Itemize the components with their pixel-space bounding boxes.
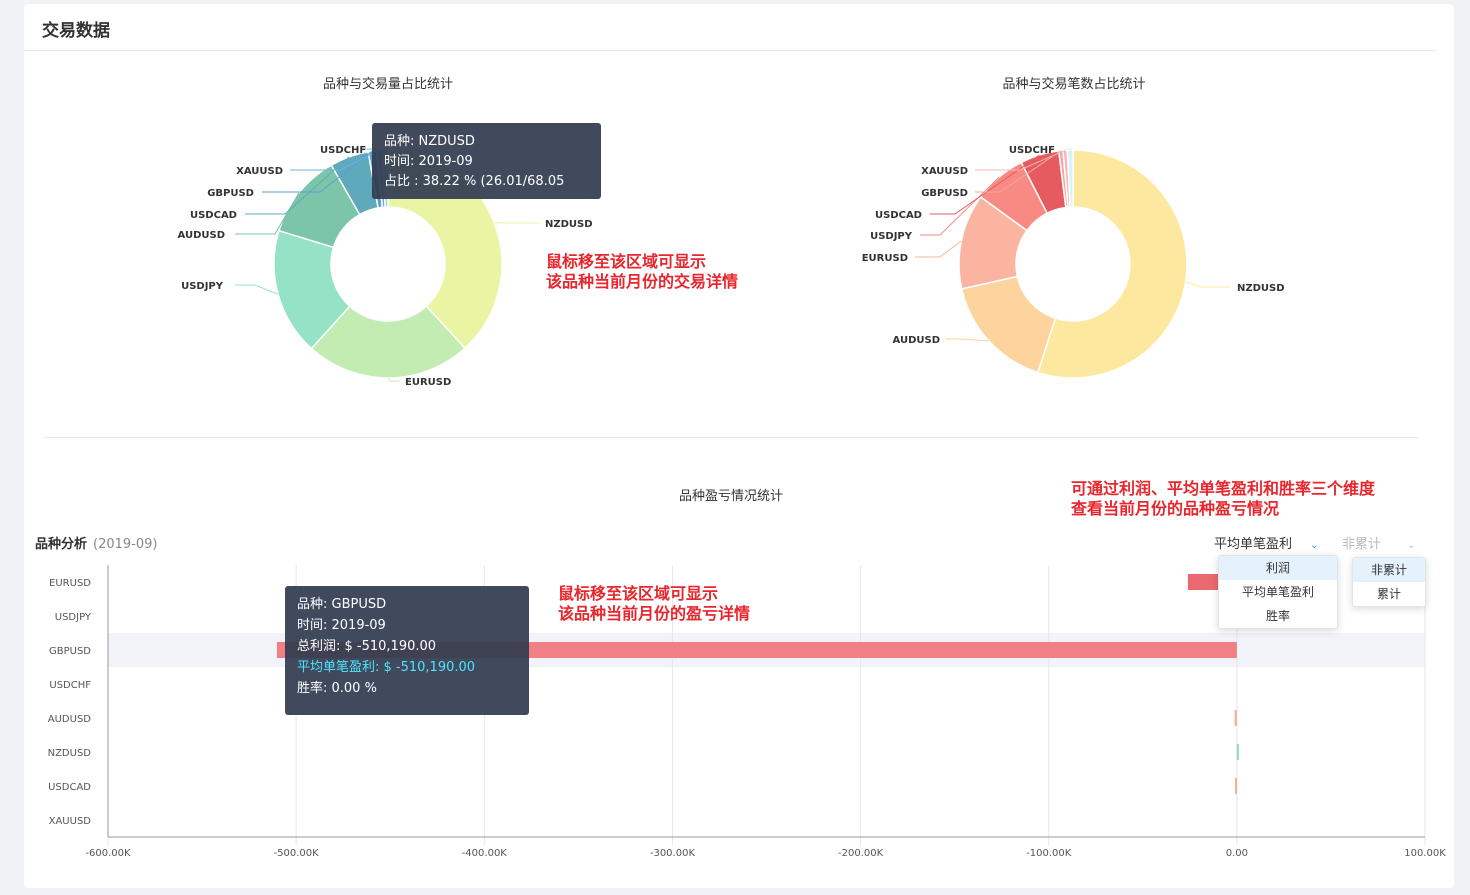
y-tick-label-nzdusd: NZDUSD	[48, 748, 92, 759]
analysis-title: 品种分析	[35, 537, 88, 552]
label-line-usdcad	[930, 154, 1040, 215]
dimension-annotation: 可通过利润、平均单笔盈利和胜率三个维度 查看当前月份的品种盈亏情况	[1071, 479, 1375, 519]
x-tick-label: 0.00	[1226, 848, 1248, 859]
label-line-gbpusd	[975, 150, 1062, 193]
label-line-gbpusd	[262, 150, 373, 193]
trade-data-panel: 交易数据	[24, 4, 1454, 888]
panel-title: 交易数据	[42, 21, 110, 41]
x-tick-label: -500.00K	[274, 848, 320, 859]
label-eurusd: EURUSD	[405, 377, 451, 388]
label-xauusd: XAUUSD	[236, 166, 283, 177]
x-tick-label: -600.00K	[85, 848, 131, 859]
cumulative-option-cumulative[interactable]: 累计	[1376, 587, 1401, 601]
x-tick-label: -200.00K	[838, 848, 884, 859]
bar-tooltip-time: 时间: 2019-09	[297, 618, 386, 633]
volume-pie-tooltip: 品种: NZDUSD 时间: 2019-09 占比 : 38.22 % (26.…	[372, 123, 601, 199]
bar-tooltip-total: 总利润: $ -510,190.00	[297, 639, 437, 654]
count-pie-chart[interactable]: NZDUSD AUDUSD EURUSD USDJPY USDCAD GBPUSD XAUU…	[840, 100, 1320, 400]
x-tick-label: -100.00K	[1026, 848, 1072, 859]
analysis-header: 品种分析 (2019-09)	[35, 533, 157, 552]
bar-annotation-line1: 鼠标移至该区域可显示	[558, 584, 719, 603]
label-line-audusd	[945, 338, 989, 342]
pie-annotation-line1: 鼠标移至该区域可显示	[546, 252, 707, 271]
y-tick-label-xauusd: XAUUSD	[49, 816, 92, 827]
y-tick-label-usdjpy: USDJPY	[55, 612, 92, 623]
y-tick-label-audusd: AUDUSD	[48, 714, 92, 725]
label-gbpusd: GBPUSD	[207, 188, 254, 199]
label-audusd: AUDUSD	[893, 335, 940, 346]
x-tick-label: 100.00K	[1404, 848, 1446, 859]
label-line-xauusd	[975, 149, 1066, 171]
metric-select-value: 平均单笔盈利	[1214, 537, 1293, 552]
title-divider	[24, 50, 1436, 51]
bar-tooltip-symbol: 品种: GBPUSD	[297, 597, 387, 612]
tooltip-share: 占比 : 38.22 % (26.01/68.05	[384, 174, 565, 189]
label-audusd: AUDUSD	[178, 230, 225, 241]
chevron-down-icon: ⌄	[1310, 540, 1319, 551]
label-usdcad: USDCAD	[190, 210, 237, 221]
cumulative-select[interactable]: 非累计 ⌄	[1342, 533, 1416, 552]
bar-tooltip: 品种: GBPUSD 时间: 2019-09 总利润: $ -510,190.0…	[285, 586, 529, 715]
bar-audusd[interactable]	[1234, 710, 1237, 726]
label-line-xauusd	[290, 149, 380, 171]
label-usdcad: USDCAD	[875, 210, 922, 221]
dimension-annotation-line1: 可通过利润、平均单笔盈利和胜率三个维度	[1071, 479, 1376, 498]
label-usdjpy: USDJPY	[870, 231, 913, 242]
bar-annotation: 鼠标移至该区域可显示 该品种当前月份的盈亏详情	[558, 584, 750, 624]
label-usdchf: USDCHF	[320, 145, 366, 156]
cumulative-option-noncumulative[interactable]: 非累计	[1353, 558, 1425, 582]
chevron-down-icon: ⌄	[1407, 540, 1416, 551]
metric-option-profit[interactable]: 利润	[1219, 556, 1337, 580]
section-divider	[44, 437, 1418, 438]
bar-tooltip-winrate: 胜率: 0.00 %	[297, 681, 377, 696]
dimension-annotation-line2: 查看当前月份的品种盈亏情况	[1071, 499, 1280, 518]
label-usdjpy: USDJPY	[181, 281, 224, 292]
metric-dropdown: 利润 平均单笔盈利 胜率	[1218, 555, 1338, 629]
label-gbpusd: GBPUSD	[921, 188, 968, 199]
label-line-eurusd	[915, 240, 962, 258]
label-line-usdjpy	[235, 284, 279, 295]
bar-usdcad[interactable]	[1234, 778, 1237, 794]
label-usdchf: USDCHF	[1009, 145, 1055, 156]
bar-annotation-line2: 该品种当前月份的盈亏详情	[558, 604, 751, 623]
slice-nzdusd[interactable]	[1036, 149, 1188, 379]
metric-option-winrate[interactable]: 胜率	[1265, 609, 1290, 623]
label-line-audusd	[235, 192, 300, 235]
metric-option-average[interactable]: 平均单笔盈利	[1241, 585, 1314, 599]
pie-annotation-line2: 该品种当前月份的交易详情	[546, 272, 739, 291]
label-nzdusd: NZDUSD	[545, 219, 593, 230]
label-line-nzdusd	[1185, 281, 1230, 288]
slice-usdchf[interactable]	[1066, 149, 1074, 208]
y-tick-label-eurusd: EURUSD	[49, 578, 91, 589]
bar-nzdusd[interactable]	[1236, 744, 1239, 760]
x-tick-label: -400.00K	[462, 848, 508, 859]
label-xauusd: XAUUSD	[921, 166, 968, 177]
label-line-usdcad	[245, 156, 350, 215]
slice-eurusd[interactable]	[310, 305, 466, 379]
count-pie-title: 品种与交易笔数占比统计	[1002, 77, 1146, 92]
label-line-usdchf	[1065, 148, 1074, 151]
label-eurusd: EURUSD	[862, 253, 908, 264]
bar-chart-title: 品种盈亏情况统计	[678, 489, 783, 504]
y-tick-label-usdchf: USDCHF	[49, 680, 91, 691]
volume-pie-title: 品种与交易量占比统计	[322, 77, 453, 92]
slice-audusd[interactable]	[960, 275, 1057, 374]
pie-annotation: 鼠标移至该区域可显示 该品种当前月份的交易详情	[546, 252, 738, 292]
metric-select[interactable]: 平均单笔盈利 ⌄	[1214, 533, 1319, 552]
x-tick-label: -300.00K	[650, 848, 696, 859]
label-line-eurusd	[387, 377, 400, 382]
cumulative-dropdown: 非累计 累计	[1352, 557, 1426, 607]
tooltip-symbol: 品种: NZDUSD	[384, 134, 475, 149]
cumulative-select-value: 非累计	[1342, 537, 1382, 552]
tooltip-time: 时间: 2019-09	[384, 154, 473, 169]
analysis-period: (2019-09)	[93, 537, 158, 552]
y-tick-label-gbpusd: GBPUSD	[49, 646, 91, 657]
label-nzdusd: NZDUSD	[1237, 283, 1285, 294]
y-tick-label-usdcad: USDCAD	[48, 782, 91, 793]
bar-tooltip-average: 平均单笔盈利: $ -510,190.00	[297, 660, 476, 675]
